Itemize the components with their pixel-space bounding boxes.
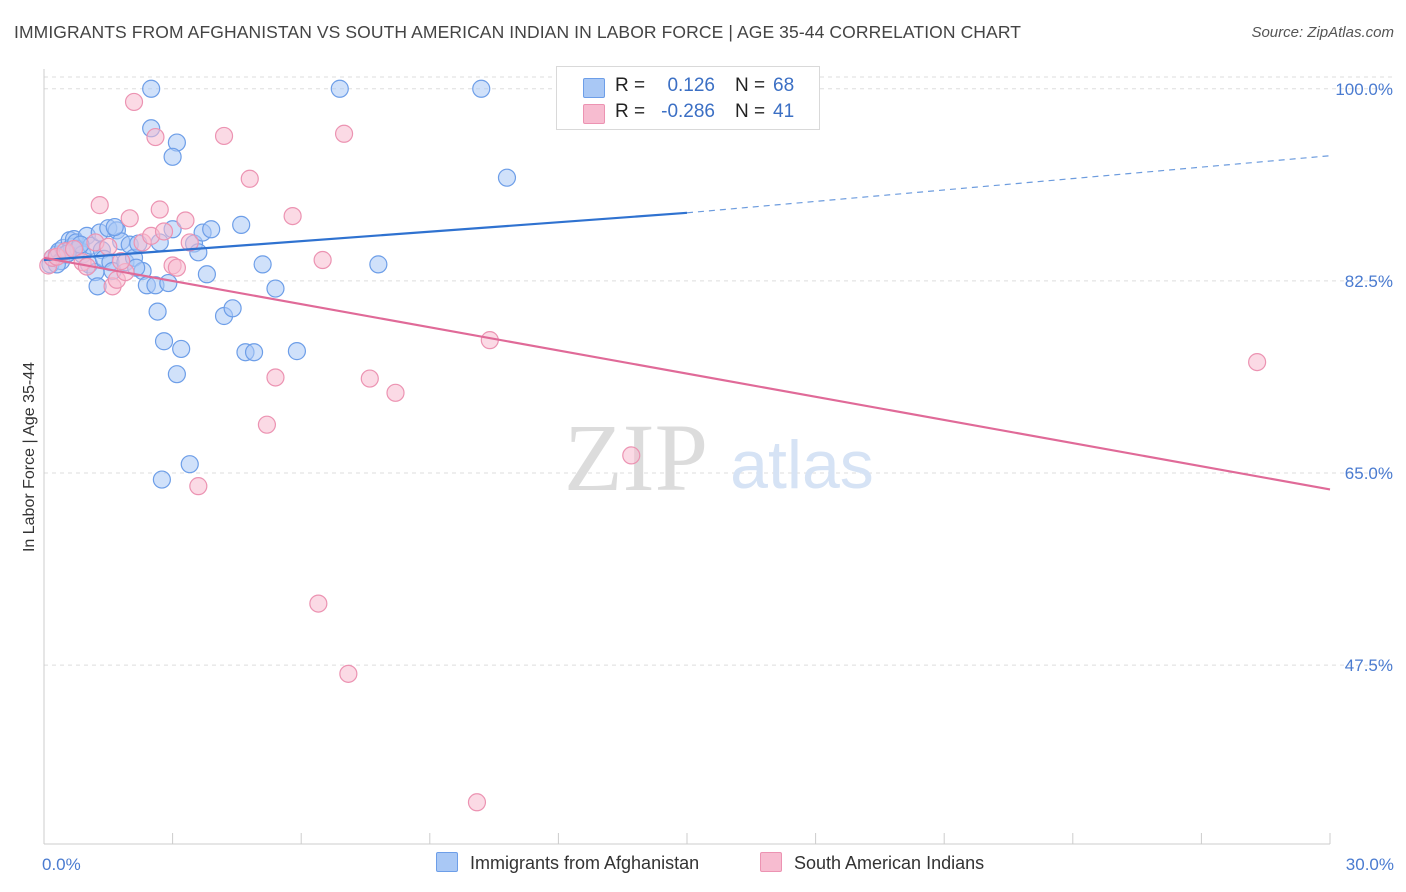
south-american-indian-point (622, 446, 641, 465)
south-american-indian-point (240, 169, 259, 188)
n-value: 68 (773, 75, 795, 96)
afghanistan-point (369, 255, 388, 274)
legend-swatch (436, 852, 458, 872)
south-american-indian-point (99, 237, 118, 256)
south-american-indian-point (180, 233, 199, 252)
south-american-indian-point (467, 793, 487, 812)
south-american-indian-point (120, 209, 139, 228)
data-points (39, 79, 1267, 812)
south-american-indian-point (90, 196, 109, 215)
afghanistan-point (197, 265, 216, 284)
x-tick-label: 0.0% (42, 855, 81, 874)
x-tick-label: 30.0% (1346, 855, 1394, 874)
stats-row-south-american-indians: R = -0.286 N = 41 (557, 101, 819, 127)
south-american-indian-point (176, 211, 195, 230)
afghanistan-point (223, 299, 242, 318)
y-tick-label: 82.5% (1345, 272, 1393, 291)
afghanistan-point (253, 255, 272, 274)
y-tick-label: 47.5% (1345, 656, 1393, 675)
afghanistan-point (159, 273, 178, 293)
afghanistan-swatch (583, 78, 605, 98)
legend: Immigrants from Afghanistan South Americ… (0, 852, 1406, 878)
south-american-indian-point (283, 206, 302, 226)
afghanistan-point (266, 279, 285, 298)
r-value: 0.126 (667, 75, 715, 96)
legend-item-afghanistan[interactable]: Immigrants from Afghanistan (436, 852, 699, 874)
watermark: ZIP atlas (564, 404, 874, 511)
south-american-indian-point (1248, 352, 1267, 372)
n-value: 41 (773, 101, 795, 122)
south-american-indians-swatch (583, 104, 605, 124)
south-american-indian-point (266, 368, 285, 387)
south-american-indian-trend-line (43, 256, 1331, 491)
afghanistan-point (202, 220, 221, 239)
afghanistan-point (287, 342, 307, 361)
afghanistan-point (497, 168, 517, 187)
source-credit: Source: ZipAtlas.com (1251, 24, 1394, 41)
legend-label: Immigrants from Afghanistan (470, 853, 700, 873)
grid-lines (44, 76, 1394, 666)
afghanistan-point (180, 455, 199, 474)
south-american-indian-point (334, 124, 354, 143)
south-american-indian-point (154, 222, 174, 241)
afghanistan-point (472, 79, 491, 98)
r-value: -0.286 (661, 101, 715, 122)
trend-lines (43, 155, 1331, 491)
y-tick-labels: 100.0% 82.5% 65.0% 47.5% (1335, 80, 1393, 675)
afghanistan-point (152, 470, 171, 489)
south-american-indian-point (386, 383, 405, 402)
south-american-indian-point (360, 369, 379, 388)
n-label: N = (735, 75, 766, 96)
afghanistan-trend-extension (686, 155, 1331, 214)
afghanistan-point (154, 332, 174, 351)
afghanistan-point (167, 365, 186, 384)
afghanistan-point (244, 343, 264, 362)
stats-box: R = 0.126 N = 68 R = -0.286 N = 41 (556, 66, 820, 130)
afghanistan-trend-line (43, 211, 688, 262)
south-american-indian-point (124, 92, 144, 112)
south-american-indian-point (189, 477, 208, 496)
south-american-indian-point (146, 127, 165, 147)
afghanistan-point (163, 147, 182, 166)
south-american-indian-point (339, 664, 358, 683)
afghanistan-point (105, 217, 124, 237)
y-tick-label: 100.0% (1335, 80, 1393, 99)
x-ticks (43, 833, 1331, 844)
stats-row-afghanistan: R = 0.126 N = 68 (557, 75, 819, 101)
chart-title: IMMIGRANTS FROM AFGHANISTAN VS SOUTH AME… (14, 22, 1022, 42)
afghanistan-point (172, 339, 191, 359)
r-label: R = (615, 75, 646, 96)
x-tick-labels: 0.0% 30.0% (42, 855, 1394, 874)
south-american-indian-point (150, 200, 169, 219)
legend-label: South American Indians (794, 853, 985, 873)
south-american-indian-point (112, 252, 131, 271)
afghanistan-point (142, 79, 161, 98)
south-american-indian-point (313, 250, 332, 270)
south-american-indian-point (309, 594, 328, 613)
afghanistan-point (330, 79, 349, 98)
south-american-indian-point (167, 258, 186, 277)
legend-item-south-american-indians[interactable]: South American Indians (760, 852, 984, 874)
r-label: R = (615, 101, 646, 122)
n-label: N = (735, 101, 766, 122)
afghanistan-point (148, 302, 167, 321)
afghanistan-point (232, 215, 251, 234)
watermark-atlas: atlas (730, 427, 874, 503)
y-tick-label: 65.0% (1345, 464, 1393, 483)
south-american-indian-point (257, 415, 277, 434)
legend-swatch (760, 852, 782, 872)
south-american-indian-point (214, 126, 234, 146)
